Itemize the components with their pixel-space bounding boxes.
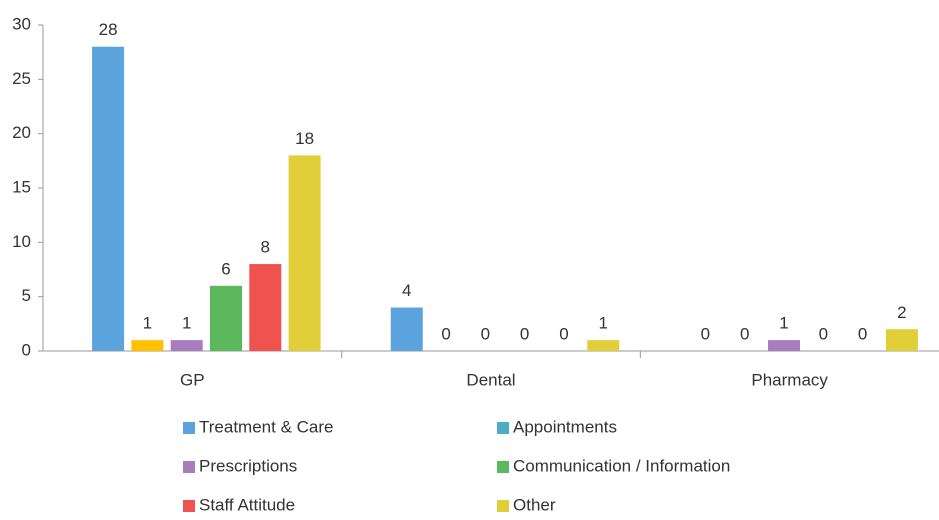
data-label: 1 <box>599 314 608 333</box>
bar <box>390 307 423 351</box>
legend-label: Appointments <box>513 417 617 436</box>
x-tick-label: Pharmacy <box>751 370 828 389</box>
bar <box>288 155 321 351</box>
y-tick-label: 5 <box>22 286 31 305</box>
legend-swatch <box>183 461 195 473</box>
data-label: 0 <box>858 324 867 343</box>
bar <box>131 340 164 351</box>
data-label: 1 <box>779 314 788 333</box>
legend-label: Communication / Information <box>513 456 730 475</box>
bar <box>170 340 203 351</box>
x-tick-label: Dental <box>466 370 515 389</box>
data-label: 1 <box>182 314 191 333</box>
data-label: 6 <box>221 259 230 278</box>
bar <box>92 46 125 351</box>
data-label: 0 <box>441 324 450 343</box>
bar <box>885 329 918 351</box>
legend-label: Treatment & Care <box>199 417 333 436</box>
y-tick-label: 10 <box>12 232 31 251</box>
data-label: 4 <box>402 281 411 300</box>
data-label: 28 <box>99 20 118 39</box>
y-tick-label: 25 <box>12 69 31 88</box>
bar <box>209 285 242 351</box>
data-label: 18 <box>295 129 314 148</box>
legend-label: Other <box>513 495 556 514</box>
data-label: 0 <box>481 324 490 343</box>
bar <box>768 340 801 351</box>
y-tick-label: 0 <box>22 340 31 359</box>
data-label: 1 <box>143 314 152 333</box>
y-tick-label: 30 <box>12 14 31 33</box>
legend-swatch <box>183 422 195 434</box>
data-label: 0 <box>559 324 568 343</box>
y-tick-label: 15 <box>12 177 31 196</box>
data-label: 0 <box>701 324 710 343</box>
data-label: 0 <box>520 324 529 343</box>
legend-swatch <box>497 500 509 512</box>
data-label: 2 <box>897 303 906 322</box>
legend-swatch <box>183 500 195 512</box>
bar <box>587 340 620 351</box>
data-label: 8 <box>261 238 270 257</box>
data-label: 0 <box>819 324 828 343</box>
x-tick-label: GP <box>180 370 205 389</box>
legend-swatch <box>497 461 509 473</box>
data-label: 0 <box>740 324 749 343</box>
legend-label: Prescriptions <box>199 456 297 475</box>
legend-swatch <box>497 422 509 434</box>
bar <box>249 264 282 351</box>
y-tick-label: 20 <box>12 123 31 142</box>
legend-label: Staff Attitude <box>199 495 295 514</box>
